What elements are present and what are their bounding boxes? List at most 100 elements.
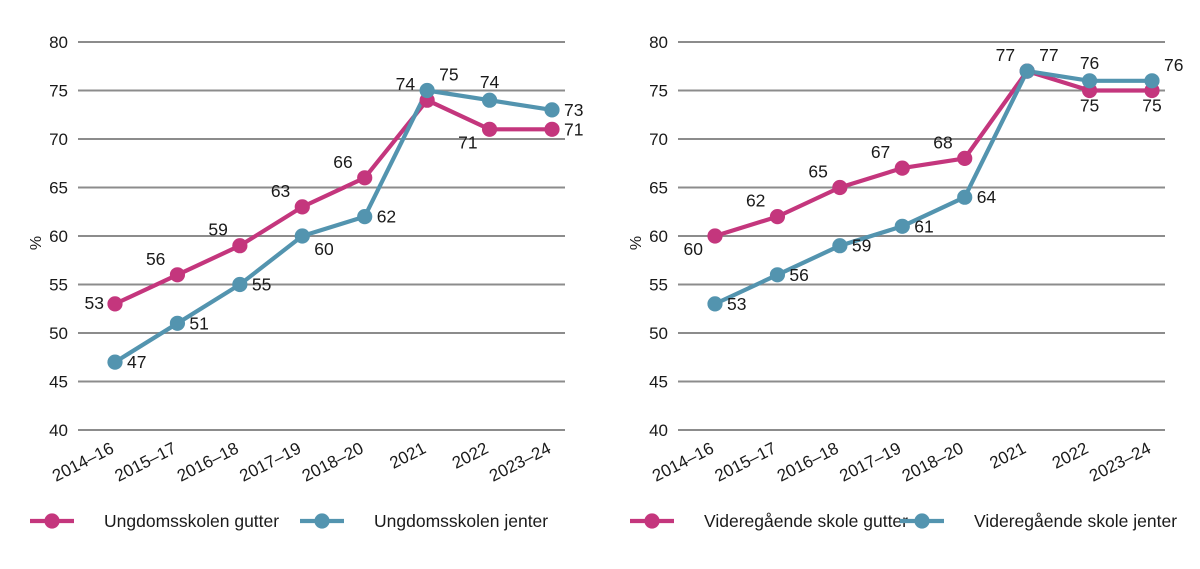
data-point-label: 74 <box>480 72 500 92</box>
line-chart-right: 80 75 70 65 60 55 50 45 40 % 2014–162015–172016–… <box>628 33 1184 531</box>
data-point-marker <box>769 267 786 283</box>
y-tick-labels-left: 80 75 70 65 60 55 50 45 40 <box>49 33 68 440</box>
data-point-label: 63 <box>271 181 290 201</box>
series-line <box>112 98 555 306</box>
legend-marker-icon <box>644 513 660 529</box>
x-category-label: 2022 <box>449 439 491 473</box>
x-category-label: 2017–19 <box>237 439 305 486</box>
data-point-label: 67 <box>871 142 890 162</box>
y-tick-label: 70 <box>49 130 68 149</box>
data-point-marker <box>107 354 123 370</box>
y-tick-label: 40 <box>649 421 668 440</box>
y-tick-label: 65 <box>649 179 668 198</box>
data-point-marker <box>419 82 435 99</box>
data-point-marker <box>707 228 723 244</box>
y-tick-label: 55 <box>649 276 668 295</box>
data-point-label: 65 <box>808 162 827 182</box>
y-tick-label: 55 <box>49 276 68 295</box>
series-lines-left <box>112 88 555 365</box>
y-axis-title-left: % <box>28 236 45 250</box>
y-tick-label: 40 <box>49 421 68 440</box>
legend-label: Videregående skole gutter <box>704 511 908 531</box>
data-point-marker <box>1081 73 1098 89</box>
x-category-label: 2018–20 <box>899 439 967 486</box>
y-tick-label: 75 <box>649 82 668 101</box>
legend-marker-icon <box>914 513 930 529</box>
y-tick-labels-right: 80 75 70 65 60 55 50 45 40 <box>649 33 668 440</box>
x-category-label: 2018–20 <box>299 439 367 486</box>
data-point-marker <box>894 160 910 176</box>
data-point-label: 56 <box>789 265 808 285</box>
data-point-label: 68 <box>933 132 952 152</box>
data-point-label: 75 <box>439 65 458 85</box>
x-category-label: 2023–24 <box>486 439 554 486</box>
data-point-label: 59 <box>852 236 871 256</box>
data-point-marker <box>357 170 373 186</box>
chart-panel-right: 80 75 70 65 60 55 50 45 40 % 2014–16 2015–17 2016–… <box>600 0 1200 569</box>
data-point-label: 71 <box>564 119 583 139</box>
data-point-label: 62 <box>746 191 765 211</box>
x-category-label: 2023–24 <box>1086 439 1154 486</box>
legend-label: Videregående skole jenter <box>974 511 1177 531</box>
data-point-label: 77 <box>996 45 1015 65</box>
x-category-label: 2015–17 <box>712 439 780 486</box>
data-point-label: 75 <box>1080 96 1099 116</box>
x-category-label: 2021 <box>987 439 1029 473</box>
x-category-label: 2021 <box>387 439 429 473</box>
data-point-marker <box>357 209 373 225</box>
x-category-label: 2016–18 <box>774 439 842 486</box>
series-line <box>712 68 1155 239</box>
data-point-marker <box>294 199 310 215</box>
data-point-marker <box>232 276 248 293</box>
legend-label: Ungdomsskolen gutter <box>104 511 279 531</box>
series-markers-left <box>107 82 560 370</box>
y-tick-label: 45 <box>649 373 668 392</box>
data-point-label: 75 <box>1142 96 1161 116</box>
data-point-marker <box>169 267 186 283</box>
data-point-marker <box>481 121 498 137</box>
data-point-marker <box>1144 73 1160 89</box>
y-tick-label: 50 <box>649 324 668 343</box>
data-point-label: 66 <box>333 152 352 172</box>
data-point-label: 61 <box>914 216 933 236</box>
data-point-marker <box>1019 63 1035 79</box>
y-tick-label: 45 <box>49 373 68 392</box>
y-axis-title-right: % <box>628 236 645 250</box>
series-line <box>112 88 555 365</box>
point-value-labels-right: 60 62 65 67 68 77 75 75 53 56 59 61 64 77 76 76 <box>684 45 1184 314</box>
legend-label: Ungdomsskolen jenter <box>374 511 548 531</box>
data-point-marker <box>107 296 123 312</box>
data-point-label: 64 <box>977 187 997 207</box>
series-lines-right <box>712 68 1155 306</box>
data-point-label: 76 <box>1164 55 1183 75</box>
data-point-marker <box>957 189 973 205</box>
data-point-label: 76 <box>1080 53 1099 73</box>
y-tick-label: 70 <box>649 130 668 149</box>
data-point-marker <box>544 102 560 118</box>
y-tick-label: 75 <box>49 82 68 101</box>
legend-marker-icon <box>314 513 330 529</box>
x-category-label: 2014–16 <box>49 439 117 486</box>
data-point-label: 51 <box>189 313 208 333</box>
data-point-marker <box>957 150 973 166</box>
data-point-label: 77 <box>1039 45 1058 65</box>
data-point-label: 53 <box>727 294 746 314</box>
x-category-label: 2014–16 <box>649 439 717 486</box>
series-markers-right <box>707 63 1160 312</box>
data-point-marker <box>769 209 786 225</box>
series-line <box>712 68 1155 306</box>
y-tick-label: 60 <box>649 227 668 246</box>
data-point-label: 60 <box>314 239 334 259</box>
x-category-label: 2016–18 <box>174 439 242 486</box>
data-point-marker <box>544 121 560 137</box>
y-tick-label: 65 <box>49 179 68 198</box>
legend-right: Videregående skole gutter Videregående sk… <box>630 511 1177 531</box>
data-point-marker <box>294 228 310 244</box>
x-category-label: 2017–19 <box>837 439 905 486</box>
data-point-label: 47 <box>127 352 146 372</box>
y-tick-label: 60 <box>49 227 68 246</box>
data-point-label: 60 <box>684 239 704 259</box>
